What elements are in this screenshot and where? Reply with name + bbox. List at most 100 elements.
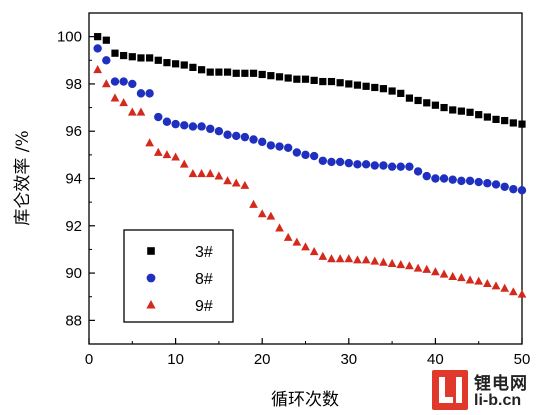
data-point [361,255,371,264]
legend-label: 9# [195,298,213,315]
data-point [215,68,223,76]
x-tick-label: 20 [254,351,271,368]
data-point [188,169,198,178]
series-3 [93,64,527,298]
data-point [214,127,224,136]
data-point [172,60,180,68]
data-point [197,122,206,131]
data-point [405,94,414,102]
data-point [292,148,302,157]
data-point [327,77,336,86]
legend-marker [147,247,155,255]
data-point [397,89,405,97]
data-point [483,179,492,188]
data-point [94,33,102,41]
data-point [111,49,119,57]
x-tick-label: 30 [340,351,357,368]
y-tick-label: 94 [65,171,82,188]
data-point [197,66,206,74]
data-point [110,93,120,102]
x-tick-label: 50 [514,351,531,368]
data-point [422,264,432,273]
x-tick-label: 40 [427,351,444,368]
series-1 [94,33,526,128]
x-axis-title: 循环次数 [271,390,339,410]
data-point [318,251,328,260]
data-point [518,120,526,128]
data-point [474,177,483,187]
data-point [162,150,172,159]
data-point [449,106,457,114]
data-point [154,112,163,122]
data-point [206,68,214,76]
data-point [189,63,197,71]
data-point [301,75,310,83]
data-point [241,69,249,77]
y-tick-label: 100 [57,29,82,46]
legend-label: 3# [195,244,213,261]
data-point [205,169,215,178]
data-point [362,82,370,90]
data-point [188,122,198,131]
data-point [336,79,344,87]
data-point [275,73,284,81]
data-point [136,107,146,116]
data-point [275,142,284,151]
data-point [266,141,276,150]
data-point [474,276,484,285]
y-tick-label: 96 [65,123,82,140]
data-point [396,260,406,269]
data-point [93,44,102,53]
legend-marker [146,273,156,283]
data-point [309,247,319,256]
data-point [492,115,500,123]
data-point [335,157,345,167]
data-point [379,257,388,266]
data-point [309,151,319,161]
data-point [465,176,475,186]
data-point [431,101,439,109]
data-point [439,269,449,278]
data-point [466,108,474,116]
data-point [457,273,466,282]
data-point [335,254,345,263]
data-point [457,107,465,115]
data-point [223,130,232,139]
data-point [501,116,509,125]
data-point [258,137,267,147]
data-point [431,174,440,183]
data-point [345,80,353,88]
data-point [284,74,292,82]
watermark: 锂电网 li-b.cn [432,368,550,415]
data-point [136,89,146,98]
y-axis-title: 库仑效率 /% [13,130,33,225]
data-point [197,169,206,178]
data-point [231,178,241,187]
data-point [508,287,518,296]
watermark-site-name: 锂电网 [474,374,528,394]
data-point [179,159,189,168]
data-point [266,211,276,220]
data-point [353,81,362,89]
data-point [353,255,362,264]
y-tick-label: 98 [65,76,82,93]
data-point [448,175,457,184]
data-point [301,242,310,251]
data-point [465,275,475,284]
data-point [292,237,302,246]
data-point [171,119,180,129]
data-point [249,199,258,208]
data-marks [93,33,527,298]
legend-marker [146,299,156,309]
data-point [223,176,232,185]
data-point [101,79,111,88]
data-point [517,186,527,195]
data-point [509,119,517,127]
data-point [344,158,353,168]
data-point [422,171,431,181]
data-point [249,135,258,144]
data-point [517,289,527,298]
data-point [457,176,466,186]
data-point [319,77,327,86]
